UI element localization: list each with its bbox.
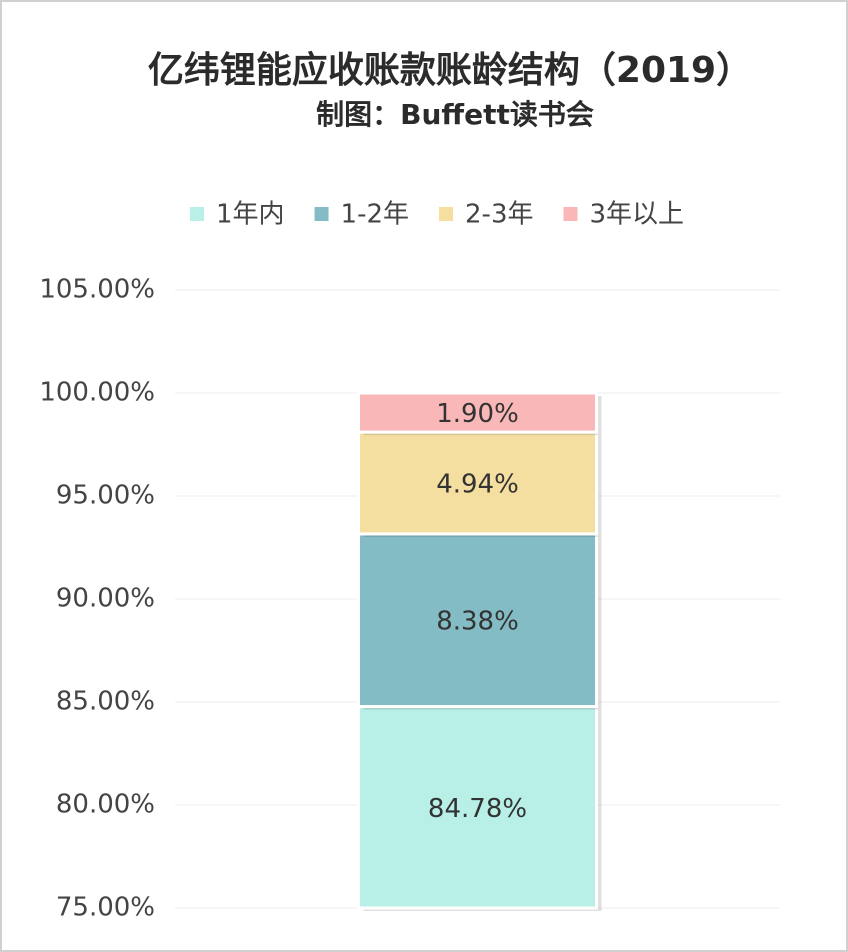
legend-swatch (314, 207, 329, 221)
chart-title: 亿纬锂能应收账款账龄结构（2019） (148, 50, 752, 91)
legend-label: 2-3年 (465, 200, 533, 230)
y-tick-label: 90.00% (56, 584, 155, 614)
bar-segment (357, 430, 598, 536)
y-tick-label: 80.00% (56, 790, 155, 820)
bar-segment (357, 532, 598, 709)
bar-segment (357, 391, 598, 434)
y-tick-label: 105.00% (39, 275, 155, 305)
legend-label: 1年内 (216, 200, 285, 230)
data-label: 8.38% (436, 607, 519, 637)
bar-segment (357, 705, 598, 910)
y-tick-label: 85.00% (56, 687, 155, 717)
legend: 1年内 1-2年 2-3年 3年以上 (190, 200, 684, 230)
data-label: 1.90% (436, 399, 519, 429)
legend-label: 1-2年 (341, 200, 409, 230)
legend-swatch (439, 207, 454, 221)
y-tick-label: 100.00% (39, 378, 155, 408)
legend-swatch (563, 207, 578, 221)
data-label: 84.78% (428, 794, 527, 824)
y-tick-label: 75.00% (56, 893, 155, 923)
y-tick-label: 95.00% (56, 481, 155, 511)
legend-label: 3年以上 (589, 200, 684, 230)
chart-subtitle: 制图：Buffett读书会 (316, 98, 594, 131)
legend-swatch (190, 207, 204, 221)
data-label: 4.94% (436, 470, 519, 500)
